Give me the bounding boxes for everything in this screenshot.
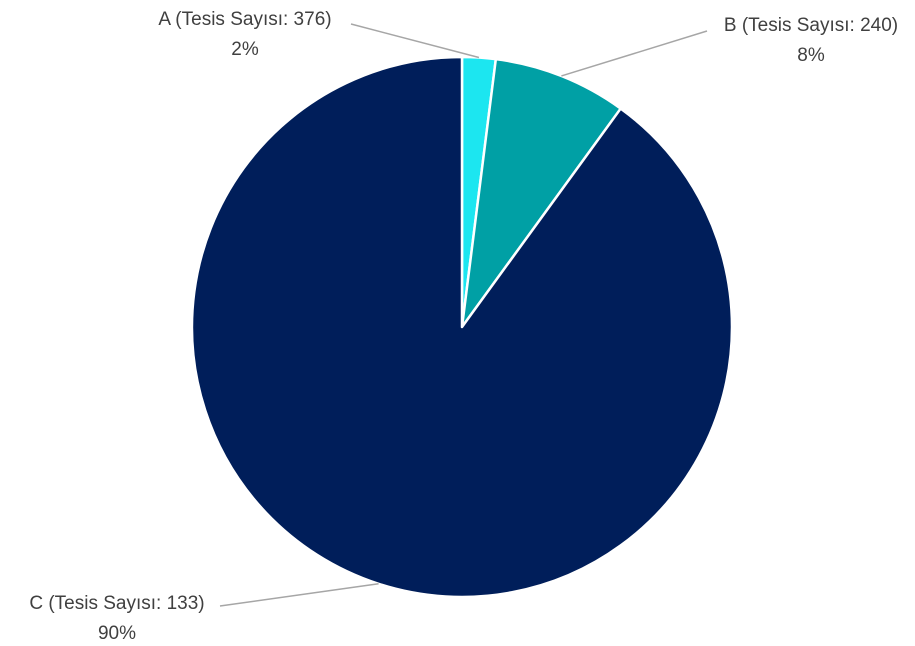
pie-slices <box>190 55 734 599</box>
leader-line-a <box>350 23 480 59</box>
slice-label-c: C (Tesis Sayısı: 133) <box>29 593 204 614</box>
slice-label-b: B (Tesis Sayısı: 240) <box>724 15 898 36</box>
leader-lines <box>219 23 708 607</box>
pie-slice-c <box>190 55 734 599</box>
slice-percent-a: 2% <box>231 39 259 60</box>
slice-percent-b: 8% <box>797 45 825 66</box>
leader-line-c <box>219 583 379 607</box>
leader-line-b <box>561 30 708 77</box>
slice-label-a: A (Tesis Sayısı: 376) <box>158 9 331 30</box>
slice-percent-c: 90% <box>98 623 136 644</box>
